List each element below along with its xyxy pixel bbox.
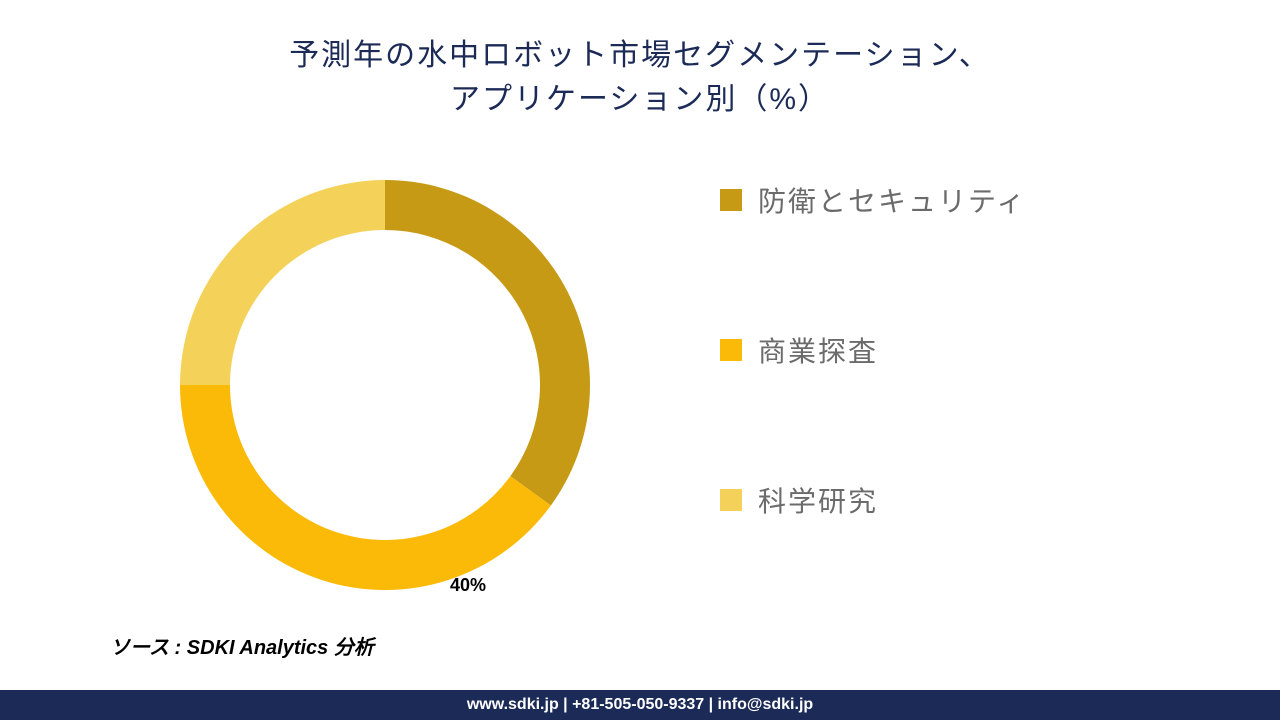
slice-data-label: 40%	[450, 575, 486, 596]
legend-label: 科学研究	[758, 480, 878, 520]
legend-swatch-icon	[720, 489, 742, 511]
source-text: SDKI Analytics 分析	[187, 637, 374, 659]
donut-slice	[385, 180, 590, 505]
legend-swatch-icon	[720, 339, 742, 361]
source-attribution: ソース : SDKI Analytics 分析	[110, 631, 374, 660]
legend-item-defense: 防衛とセキュリティ	[720, 180, 1026, 220]
legend-swatch-icon	[720, 189, 742, 211]
title-line-1: 予測年の水中ロボット市場セグメンテーション、	[0, 30, 1280, 74]
footer-bar: www.sdki.jp | +81-505-050-9337 | info@sd…	[0, 690, 1280, 720]
donut-svg	[150, 150, 620, 620]
legend-label: 防衛とセキュリティ	[758, 180, 1026, 220]
footer-text: www.sdki.jp | +81-505-050-9337 | info@sd…	[467, 696, 813, 713]
page-root: 予測年の水中ロボット市場セグメンテーション、 アプリケーション別（%） 40% …	[0, 0, 1280, 720]
title-line-2: アプリケーション別（%）	[0, 74, 1280, 118]
legend: 防衛とセキュリティ 商業探査 科学研究	[720, 180, 1026, 630]
legend-label: 商業探査	[758, 330, 878, 370]
source-prefix: ソース :	[110, 637, 187, 659]
legend-item-commercial: 商業探査	[720, 330, 1026, 370]
chart-title: 予測年の水中ロボット市場セグメンテーション、 アプリケーション別（%）	[0, 0, 1280, 118]
donut-slice	[180, 385, 551, 590]
donut-slice	[180, 180, 385, 385]
legend-item-science: 科学研究	[720, 480, 1026, 520]
donut-chart: 40%	[150, 150, 620, 620]
content-area: 40% 防衛とセキュリティ 商業探査 科学研究	[0, 140, 1280, 610]
